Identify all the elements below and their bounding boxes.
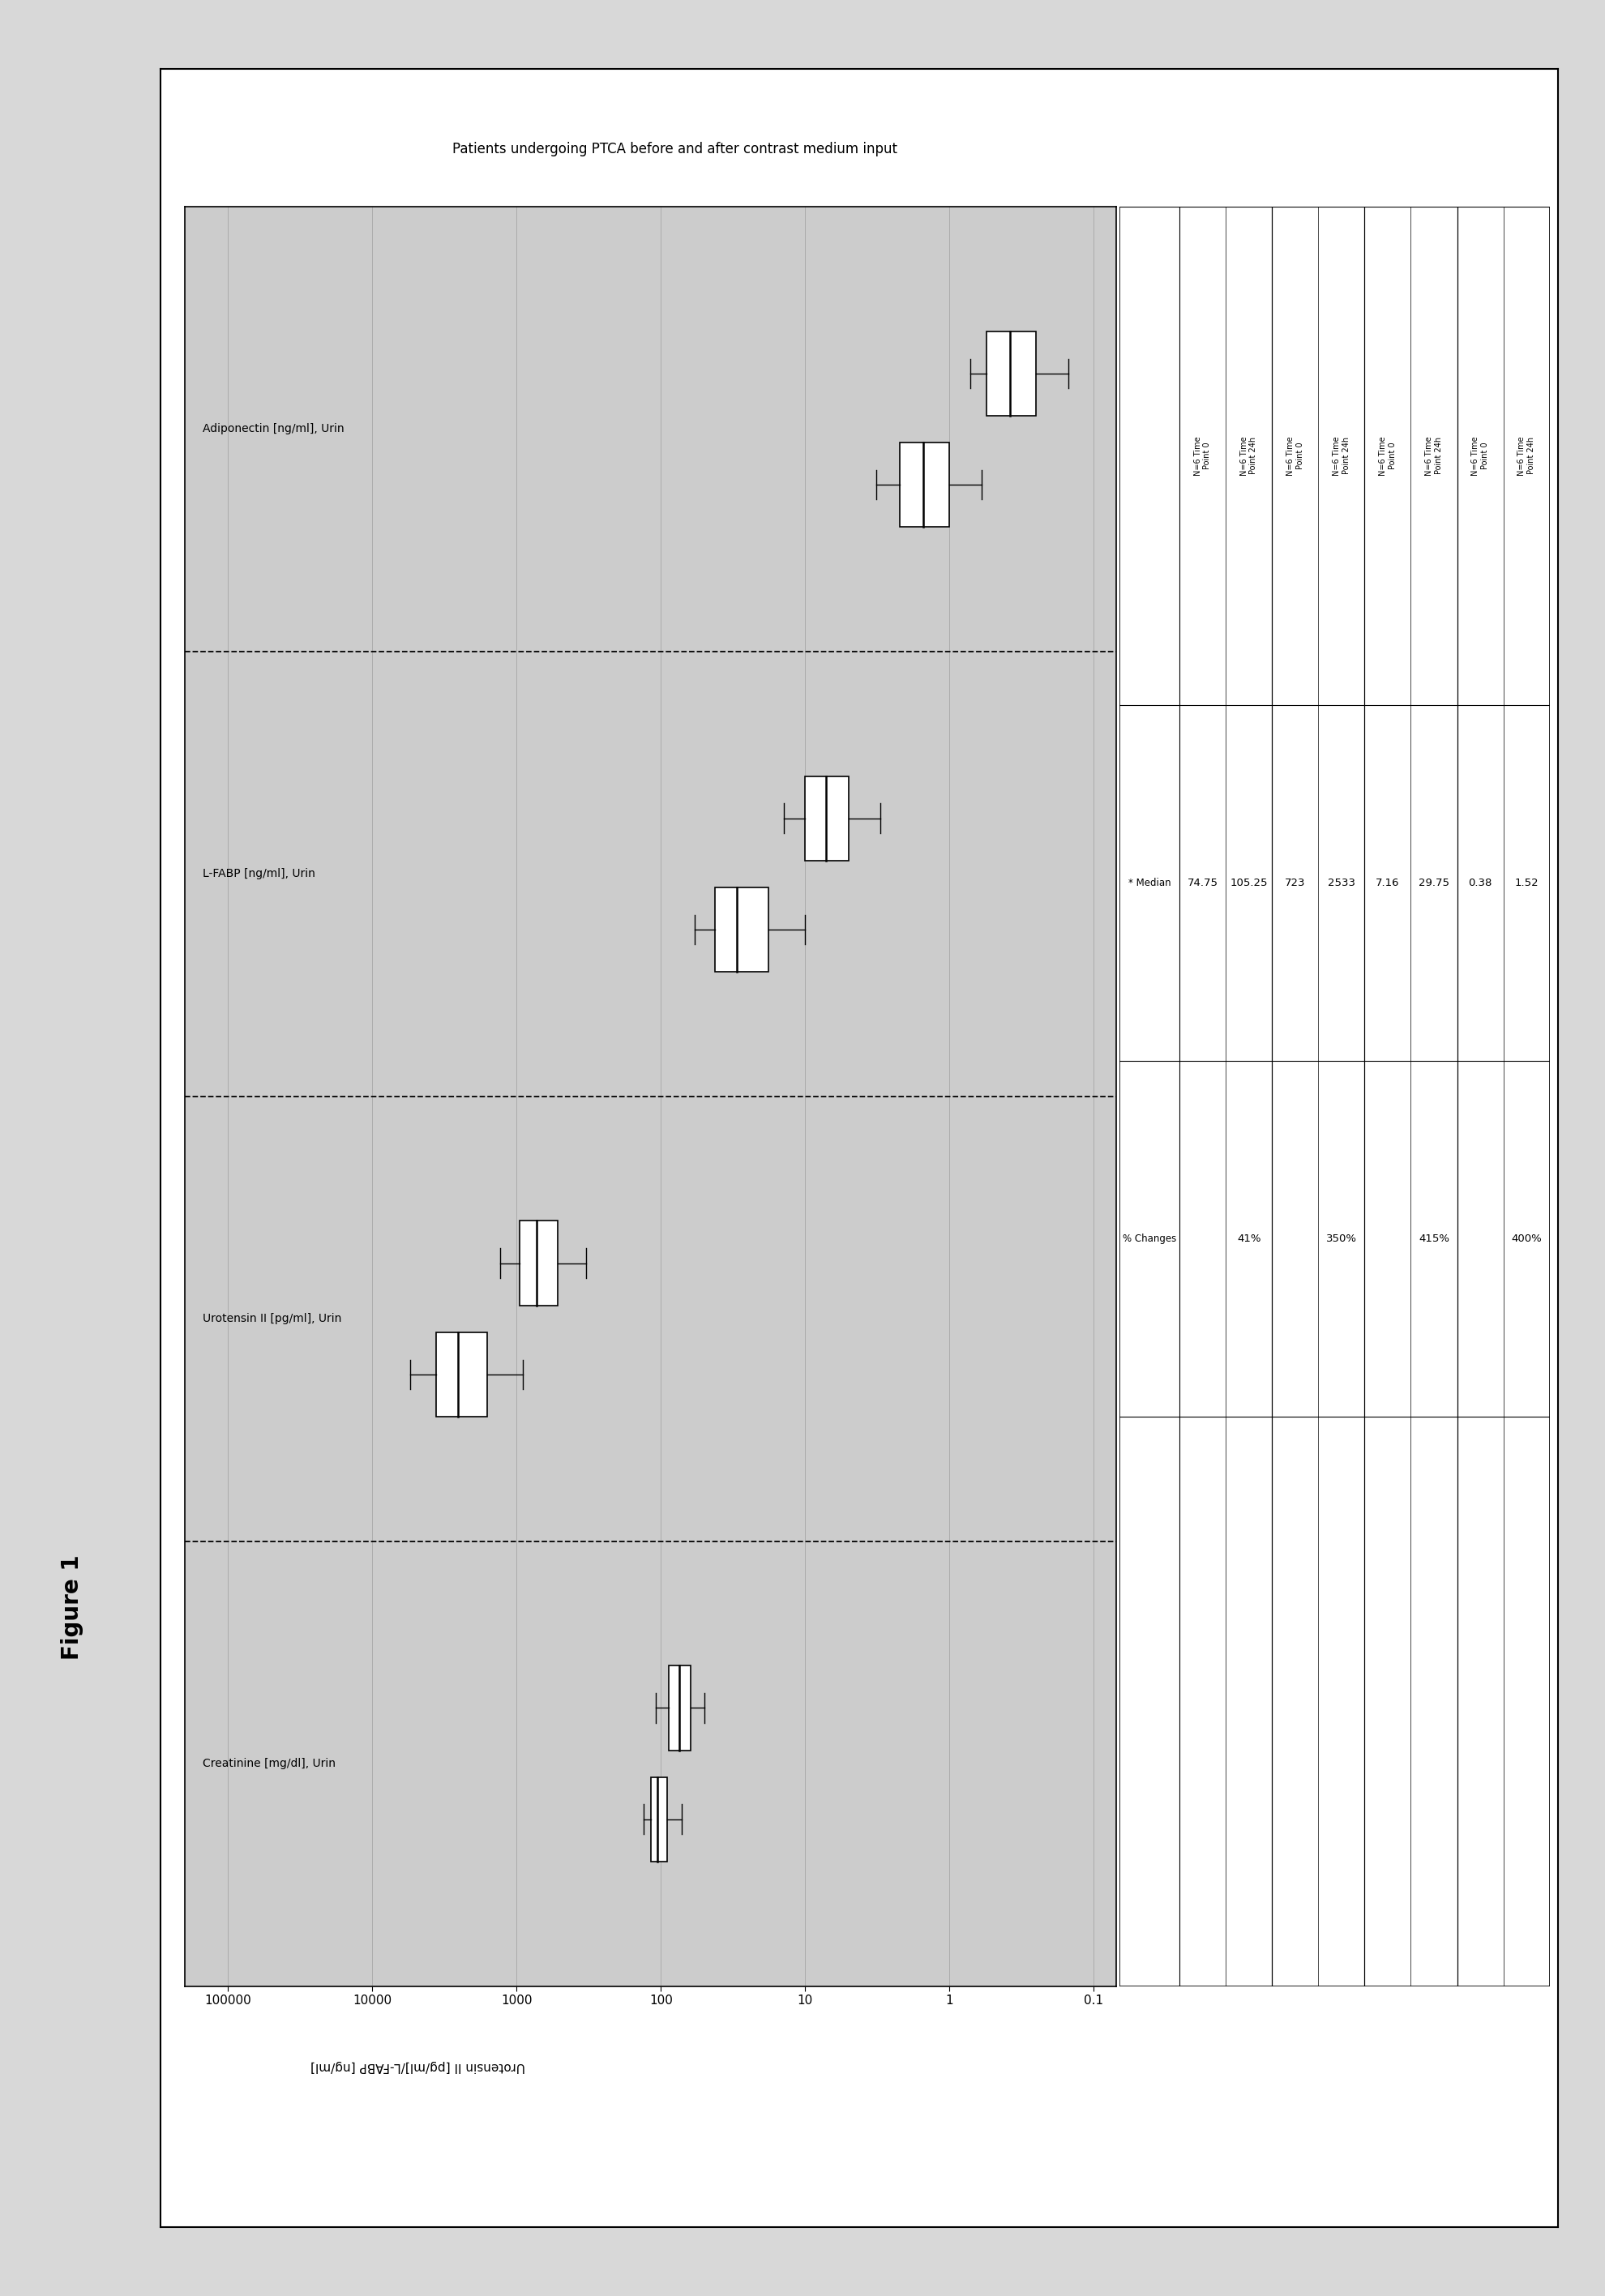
Text: Patients undergoing PTCA before and after contrast medium input: Patients undergoing PTCA before and afte… (451, 142, 897, 156)
Bar (669, 1667, 690, 1750)
Bar (987, 331, 1035, 416)
Text: 2533: 2533 (1327, 877, 1355, 889)
Text: N=6 Time
Point 0: N=6 Time Point 0 (1379, 436, 1396, 475)
Text: 29.75: 29.75 (1417, 877, 1449, 889)
Text: N=6 Time
Point 24h: N=6 Time Point 24h (1239, 436, 1257, 475)
Text: 350%: 350% (1326, 1233, 1356, 1244)
Text: N=6 Time
Point 0: N=6 Time Point 0 (1286, 436, 1303, 475)
Text: Adiponectin [ng/ml], Urin: Adiponectin [ng/ml], Urin (202, 422, 343, 434)
Bar (650, 1777, 668, 1862)
Bar (899, 443, 949, 526)
Text: 41%: 41% (1236, 1233, 1260, 1244)
Text: Creatinine [mg/dl], Urin: Creatinine [mg/dl], Urin (202, 1759, 335, 1770)
Text: * Median: * Median (1127, 877, 1170, 889)
Text: 7.16: 7.16 (1375, 877, 1400, 889)
Text: 1.52: 1.52 (1514, 877, 1538, 889)
Bar (520, 1221, 557, 1306)
Text: 74.75: 74.75 (1186, 877, 1218, 889)
Text: N=6 Time
Point 0: N=6 Time Point 0 (1470, 436, 1488, 475)
Bar (804, 776, 847, 861)
Text: Figure 1: Figure 1 (61, 1554, 83, 1660)
Bar (714, 886, 767, 971)
Text: 105.25: 105.25 (1229, 877, 1266, 889)
Text: 400%: 400% (1510, 1233, 1541, 1244)
Bar (437, 1332, 486, 1417)
Text: N=6 Time
Point 24h: N=6 Time Point 24h (1425, 436, 1441, 475)
Text: 723: 723 (1284, 877, 1305, 889)
Text: N=6 Time
Point 24h: N=6 Time Point 24h (1517, 436, 1534, 475)
Text: % Changes: % Changes (1122, 1233, 1175, 1244)
Text: Urotensin II [pg/ml]/L-FABP [ng/ml]: Urotensin II [pg/ml]/L-FABP [ng/ml] (310, 2060, 525, 2073)
Text: 0.38: 0.38 (1467, 877, 1491, 889)
Text: N=6 Time
Point 0: N=6 Time Point 0 (1193, 436, 1210, 475)
Text: L-FABP [ng/ml], Urin: L-FABP [ng/ml], Urin (202, 868, 315, 879)
Text: Urotensin II [pg/ml], Urin: Urotensin II [pg/ml], Urin (202, 1313, 342, 1325)
Text: 415%: 415% (1417, 1233, 1449, 1244)
Text: N=6 Time
Point 24h: N=6 Time Point 24h (1332, 436, 1350, 475)
